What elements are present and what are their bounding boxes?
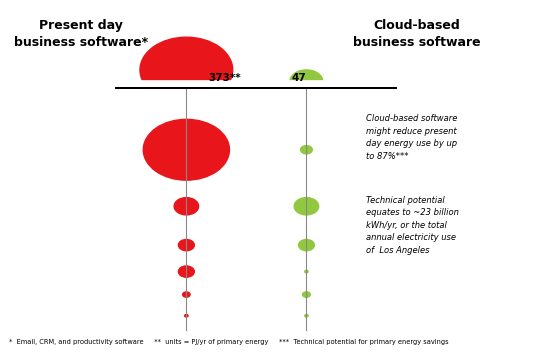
Text: 47: 47 bbox=[292, 73, 307, 83]
Text: <1: <1 bbox=[228, 311, 241, 320]
Text: 26: 26 bbox=[339, 202, 350, 211]
Text: 26: 26 bbox=[230, 202, 241, 211]
Circle shape bbox=[294, 198, 319, 215]
Circle shape bbox=[178, 240, 194, 251]
Text: Client IT device embodied: Client IT device embodied bbox=[9, 241, 119, 250]
Circle shape bbox=[301, 146, 312, 154]
Text: Present day
business software*: Present day business software* bbox=[14, 19, 148, 49]
Text: Data center: Data center bbox=[9, 145, 59, 154]
Circle shape bbox=[178, 266, 194, 277]
Circle shape bbox=[303, 292, 310, 297]
Text: Cloud-based
business software: Cloud-based business software bbox=[353, 19, 480, 49]
Circle shape bbox=[182, 292, 190, 297]
Text: 11: 11 bbox=[339, 241, 350, 250]
Circle shape bbox=[140, 37, 233, 103]
Text: 2.4: 2.4 bbox=[227, 290, 241, 299]
Text: Cloud-based software
might reduce present
day energy use by up
to 87%***: Cloud-based software might reduce presen… bbox=[366, 114, 458, 161]
Circle shape bbox=[305, 315, 308, 317]
Circle shape bbox=[305, 271, 308, 273]
Text: Technical potential
equates to ~23 billion
kWh/yr, or the total
annual electrici: Technical potential equates to ~23 billi… bbox=[366, 196, 460, 255]
Circle shape bbox=[290, 70, 323, 93]
Circle shape bbox=[301, 146, 312, 154]
Circle shape bbox=[299, 240, 315, 251]
Circle shape bbox=[303, 292, 310, 297]
Text: Data center IT device embodied: Data center IT device embodied bbox=[9, 267, 144, 276]
Text: Other: Other bbox=[9, 311, 33, 320]
Text: *  Email, CRM, and productivity software     **  units = PJ/yr of primary energy: * Email, CRM, and productivity software … bbox=[9, 339, 448, 345]
Text: <1: <1 bbox=[339, 267, 353, 276]
Text: 322: 322 bbox=[224, 145, 241, 154]
Text: 11: 11 bbox=[230, 241, 241, 250]
Circle shape bbox=[178, 240, 194, 251]
Circle shape bbox=[185, 315, 188, 317]
Text: 373**: 373** bbox=[209, 73, 241, 83]
Circle shape bbox=[182, 292, 190, 297]
Circle shape bbox=[178, 266, 194, 277]
Text: <1: <1 bbox=[339, 311, 353, 320]
Circle shape bbox=[294, 198, 319, 215]
Text: 11: 11 bbox=[230, 267, 241, 276]
Circle shape bbox=[299, 240, 315, 251]
Circle shape bbox=[143, 119, 230, 180]
Text: Client IT device operation: Client IT device operation bbox=[9, 202, 117, 211]
Circle shape bbox=[143, 119, 230, 180]
Circle shape bbox=[174, 198, 198, 215]
Circle shape bbox=[185, 315, 188, 317]
Circle shape bbox=[174, 198, 198, 215]
Circle shape bbox=[305, 315, 308, 317]
Text: 2.6: 2.6 bbox=[339, 290, 353, 299]
Text: Network data transmission: Network data transmission bbox=[9, 290, 122, 299]
Circle shape bbox=[305, 271, 308, 273]
